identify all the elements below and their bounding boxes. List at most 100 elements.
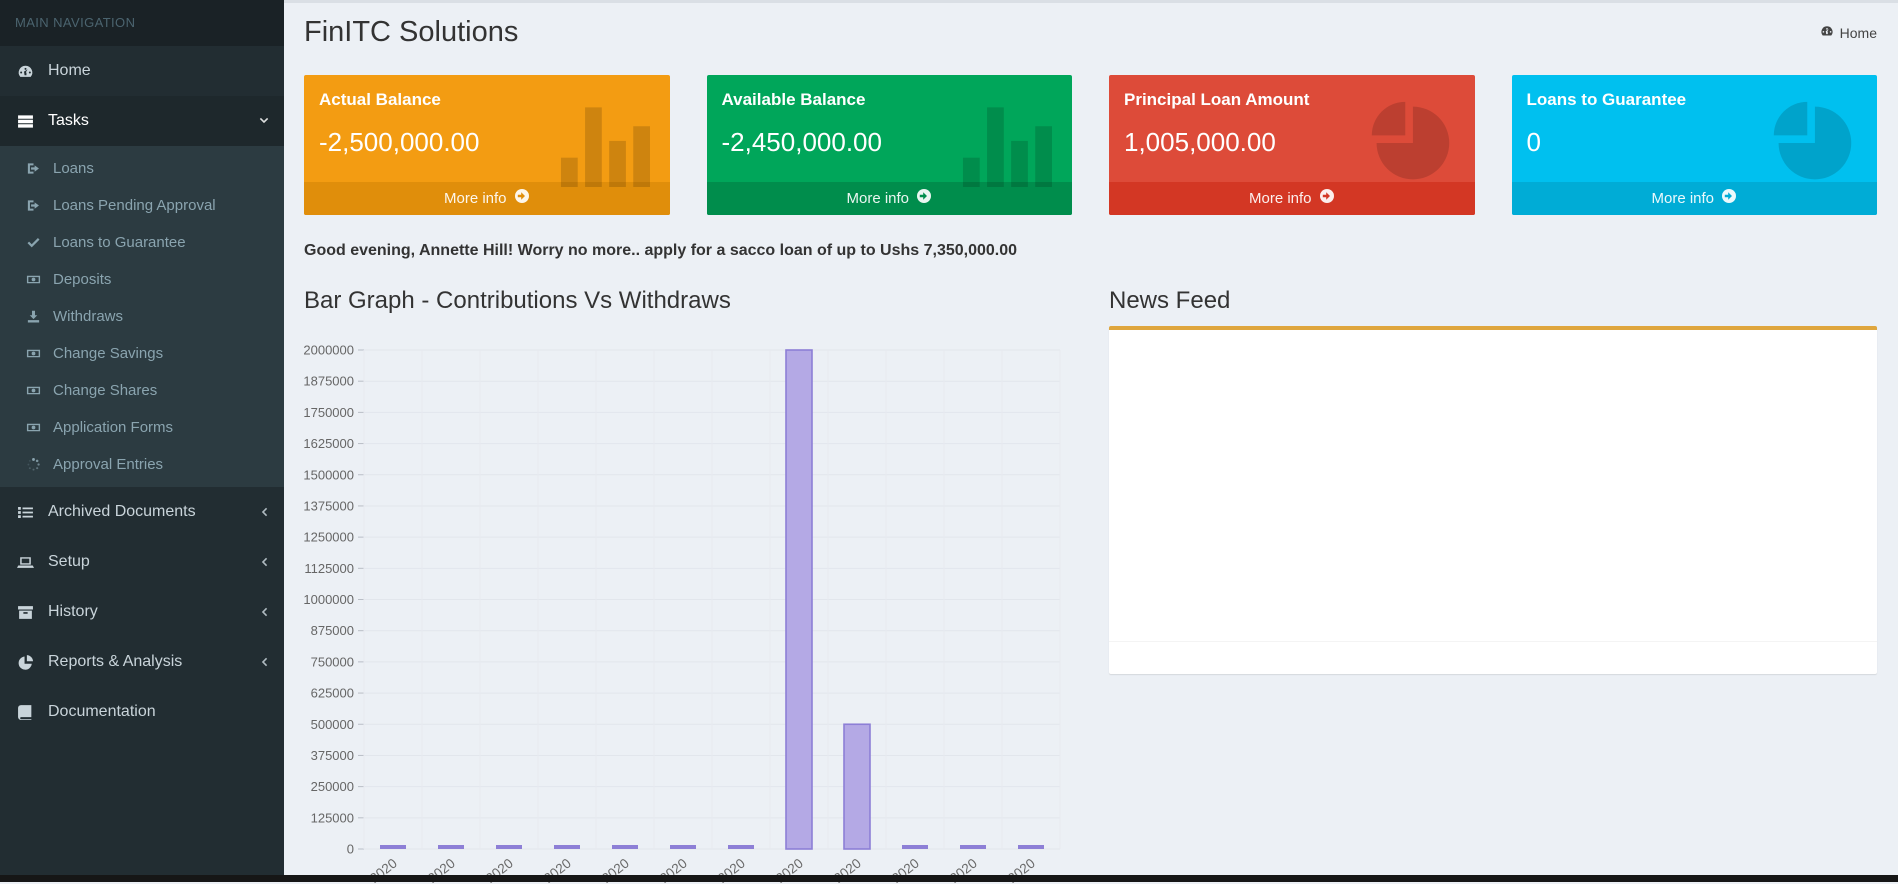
svg-text:250000: 250000 [311,779,354,794]
pie-chart-icon [1765,99,1861,187]
sidebar-subitem-change-shares[interactable]: Change Shares [0,372,284,409]
info-box-loans-to-guarantee: Loans to Guarantee 0 More info [1511,75,1878,215]
taskbar-edge [0,875,1898,882]
breadcrumb-home-link[interactable]: Home [1839,24,1877,41]
pie-chart-icon [15,654,35,671]
svg-text:1625000: 1625000 [304,436,354,451]
sidebar-item-label: Documentation [48,703,156,720]
chevron-down-icon [258,115,270,127]
bar-chart-icon [960,99,1056,187]
info-box-value: -2,450,000.00 [721,127,882,157]
sidebar-item-label: Tasks [48,112,89,129]
chart-column: Bar Graph - Contributions Vs Withdraws 0… [304,286,1074,884]
sidebar-subitem-approval-entries[interactable]: Approval Entries [0,446,284,483]
svg-text:1250000: 1250000 [304,530,354,545]
sidebar-subitem-loans[interactable]: Loans [0,150,284,187]
chart-section-title: Bar Graph - Contributions Vs Withdraws [304,287,731,314]
sidebar-item-home[interactable]: Home [0,46,284,96]
more-info-link[interactable]: More info [1511,182,1877,215]
book-icon [15,704,35,721]
sidebar-subitem-label: Loans to Guarantee [53,234,186,251]
svg-text:875000: 875000 [311,623,354,638]
news-feed-box [1109,326,1877,674]
list-icon [15,504,35,521]
chevron-left-icon [258,506,270,518]
more-info-label: More info [443,189,507,207]
sign-out-icon [24,198,42,213]
sidebar-subitem-withdraws[interactable]: Withdraws [0,298,284,335]
sidebar-item-label: History [48,603,98,620]
more-info-label: More info [1248,189,1312,207]
check-icon [24,235,42,250]
more-info-link[interactable]: More info [1109,182,1475,215]
svg-text:625000: 625000 [311,686,354,701]
page-title: FinITC Solutions [304,16,519,48]
sign-out-icon [24,161,42,176]
more-info-link[interactable]: More info [304,182,670,215]
info-box-actual-balance: Actual Balance -2,500,000.00 More info [304,75,670,215]
info-box-label: Loans to Guarantee [1526,90,1687,109]
sidebar-item-archived-documents[interactable]: Archived Documents [0,487,284,537]
main-content: FinITC Solutions Home Actual Balance -2,… [284,0,1898,884]
more-info-label: More info [846,189,910,207]
sidebar-item-reports-analysis[interactable]: Reports & Analysis [0,637,284,687]
arrow-circle-right-icon [1721,188,1737,208]
bar-chart-icon [558,99,654,187]
sidebar-menu: Home Tasks Loans Loans Pending Approval Loan… [0,46,284,737]
sidebar-subitem-change-savings[interactable]: Change Savings [0,335,284,372]
info-box-label: Available Balance [721,90,866,109]
sidebar-subitem-deposits[interactable]: Deposits [0,261,284,298]
svg-text:1125000: 1125000 [304,561,354,576]
sidebar-subitem-label: Approval Entries [53,456,164,473]
more-info-link[interactable]: More info [706,182,1072,215]
sidebar-item-history[interactable]: History [0,587,284,637]
info-box-value: 1,005,000.00 [1124,127,1276,157]
tasks-icon [15,113,35,130]
chevron-left-icon [258,606,270,618]
svg-text:2000000: 2000000 [304,343,354,358]
bar-chart: 0 125000 250000 375000 500000 625000 750000 875… [304,326,1074,884]
more-info-label: More info [1651,189,1715,207]
laptop-icon [15,554,35,571]
breadcrumb[interactable]: Home [1820,24,1877,41]
dashboard-icon [15,63,35,80]
sidebar-item-label: Home [48,62,91,79]
svg-text:1500000: 1500000 [304,467,354,482]
sidebar-subitem-label: Loans [53,160,94,177]
svg-text:750000: 750000 [311,654,354,669]
money-icon [24,383,42,398]
news-feed-footer [1109,641,1877,674]
sidebar: MAIN NAVIGATION Home Tasks Loans Loans Pend… [0,0,284,882]
sidebar-subitem-loans-pending-approval[interactable]: Loans Pending Approval [0,187,284,224]
svg-text:1000000: 1000000 [304,592,354,607]
sidebar-item-documentation[interactable]: Documentation [0,687,284,737]
pie-chart-icon [1363,99,1459,187]
info-box-value: -2,500,000.00 [319,127,480,157]
news-feed-body [1109,330,1877,641]
info-box-label: Principal Loan Amount [1124,90,1310,109]
arrow-circle-right-icon [916,188,932,208]
sidebar-subitem-label: Application Forms [53,419,174,436]
arrow-circle-right-icon [1319,188,1335,208]
archive-icon [15,604,35,621]
sidebar-item-setup[interactable]: Setup [0,537,284,587]
svg-text:125000: 125000 [311,810,354,825]
svg-text:1750000: 1750000 [304,405,354,420]
info-box-body: Loans to Guarantee 0 [1512,75,1878,182]
money-icon [24,420,42,435]
sidebar-subitem-application-forms[interactable]: Application Forms [0,409,284,446]
sidebar-item-label: Reports & Analysis [48,653,183,670]
sidebar-subitem-label: Change Savings [53,345,164,362]
sidebar-submenu: Loans Loans Pending Approval Loans to Guar… [0,146,284,487]
sidebar-item-tasks[interactable]: Tasks [0,96,284,146]
greeting-message: Good evening, Annette Hill! Worry no mor… [304,242,1018,259]
info-box-principal-loan-amount: Principal Loan Amount 1,005,000.00 More … [1109,75,1475,215]
sidebar-subitem-loans-to-guarantee[interactable]: Loans to Guarantee [0,224,284,261]
info-box-available-balance: Available Balance -2,450,000.00 More inf… [706,75,1072,215]
svg-text:1375000: 1375000 [304,498,354,513]
sidebar-subitem-label: Deposits [53,271,112,288]
info-boxes-row: Actual Balance -2,500,000.00 More info A… [304,75,1877,215]
svg-text:1875000: 1875000 [304,374,354,389]
money-icon [24,272,42,287]
svg-text:375000: 375000 [311,748,354,763]
